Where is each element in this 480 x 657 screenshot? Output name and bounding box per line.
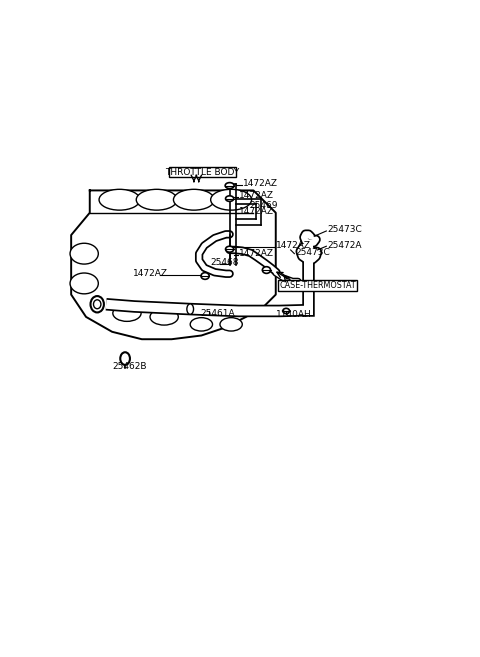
Ellipse shape [283, 308, 289, 313]
Text: 1472AZ: 1472AZ [239, 249, 274, 258]
Text: 25462B: 25462B [112, 362, 146, 371]
FancyBboxPatch shape [168, 167, 236, 177]
Ellipse shape [91, 296, 104, 313]
Ellipse shape [70, 243, 98, 264]
Text: 1472AZ: 1472AZ [132, 269, 168, 278]
Ellipse shape [263, 267, 271, 273]
Text: 1472AZ: 1472AZ [276, 240, 311, 250]
Ellipse shape [190, 317, 213, 331]
Ellipse shape [226, 196, 234, 202]
Ellipse shape [201, 273, 209, 279]
Ellipse shape [70, 273, 98, 294]
Text: CASE-THERMOSTAT: CASE-THERMOSTAT [279, 281, 356, 290]
Ellipse shape [173, 189, 215, 210]
FancyBboxPatch shape [278, 281, 357, 291]
Text: THROTTLE BODY: THROTTLE BODY [165, 168, 240, 177]
Text: 25473C: 25473C [327, 225, 362, 234]
Ellipse shape [94, 300, 101, 309]
Ellipse shape [226, 246, 234, 252]
Ellipse shape [150, 309, 178, 325]
Ellipse shape [211, 189, 252, 210]
Text: 25461A: 25461A [201, 309, 235, 318]
Ellipse shape [187, 304, 193, 314]
Text: 1140AH: 1140AH [276, 310, 312, 319]
Text: 1472AZ: 1472AZ [243, 179, 278, 188]
Ellipse shape [225, 183, 234, 189]
Text: 1472AZ: 1472AZ [239, 207, 274, 216]
Ellipse shape [113, 305, 141, 321]
Text: 25472A: 25472A [327, 240, 361, 250]
Text: 25468: 25468 [211, 258, 239, 267]
Text: 25469: 25469 [250, 201, 278, 210]
Text: 25473C: 25473C [295, 248, 330, 257]
Ellipse shape [136, 189, 177, 210]
Ellipse shape [99, 189, 140, 210]
Ellipse shape [220, 317, 242, 331]
Text: 1472AZ: 1472AZ [239, 191, 274, 200]
